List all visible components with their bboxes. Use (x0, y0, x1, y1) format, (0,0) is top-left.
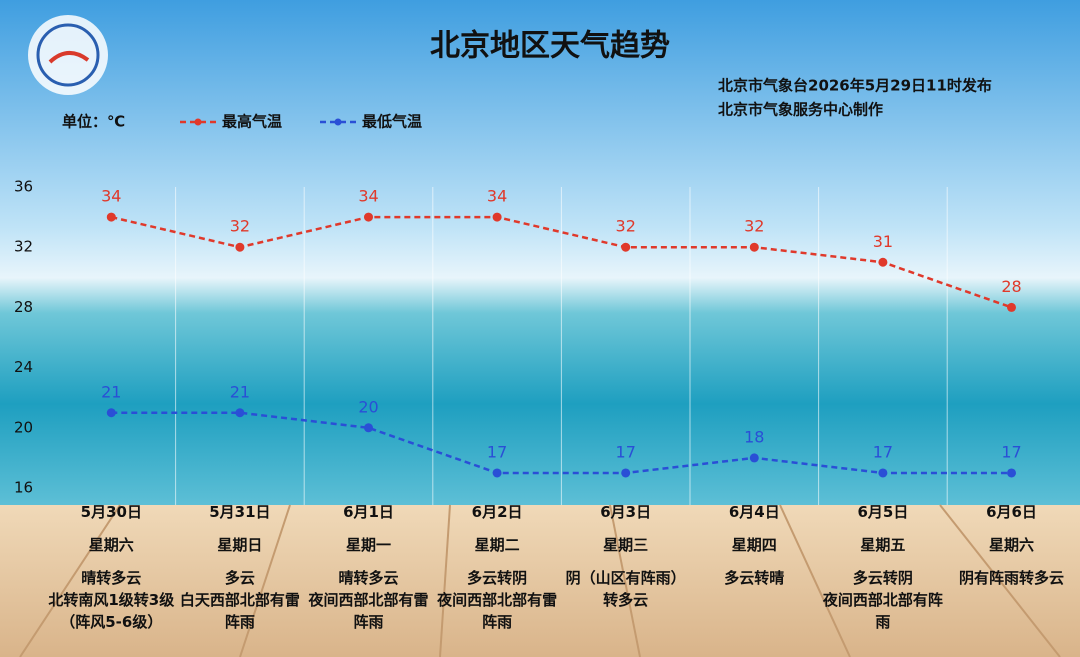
data-label: 20 (358, 397, 378, 416)
data-label: 18 (744, 427, 764, 446)
date-label: 6月6日 (986, 503, 1037, 521)
data-label: 32 (230, 217, 250, 236)
data-label: 21 (230, 382, 250, 401)
y-tick-label: 20 (14, 418, 33, 436)
data-point (878, 468, 888, 478)
background-sky (0, 0, 1080, 505)
data-point (621, 468, 631, 478)
data-point (749, 453, 759, 463)
data-point (878, 257, 888, 267)
series-line (111, 215, 1012, 309)
data-point (364, 423, 373, 433)
weather-text: 多云 (224, 569, 255, 587)
data-point (492, 212, 502, 222)
weather-text: 北转南风1级转3级（阵风5-6级） (48, 591, 175, 631)
data-point (235, 242, 245, 252)
data-point (621, 242, 631, 252)
data-label: 17 (487, 442, 507, 461)
chart-title: 北京地区天气趋势 (430, 29, 670, 64)
deck-planks (19, 504, 1061, 657)
weekday-label: 星期一 (345, 536, 391, 554)
weather-text: 夜间西部北部有阵雨 (822, 591, 943, 631)
data-label: 34 (101, 187, 121, 206)
date-label: 6月4日 (728, 503, 780, 521)
date-label: 6月1日 (343, 503, 394, 521)
weekday-label: 星期六 (988, 536, 1034, 554)
weather-text: 阴有阵雨转多云 (958, 569, 1064, 587)
legend-marker (194, 118, 202, 126)
weekday-label: 星期三 (603, 536, 649, 554)
producer: 北京市气象服务中心制作 (718, 101, 883, 119)
data-label: 21 (101, 382, 121, 401)
date-label: 5月31日 (209, 503, 271, 521)
y-tick-label: 24 (14, 358, 33, 376)
data-label: 28 (1001, 277, 1021, 296)
weekday-label: 星期二 (474, 536, 520, 554)
unit-label: 单位：℃ (62, 113, 125, 131)
weather-text: 多云转晴 (724, 569, 785, 587)
data-point (364, 212, 373, 222)
data-label: 31 (873, 232, 893, 251)
weekday-label: 星期四 (731, 536, 777, 554)
weekday-label: 星期五 (860, 536, 906, 554)
data-label: 32 (616, 217, 636, 236)
data-point (1007, 302, 1016, 312)
series-line (111, 411, 1012, 475)
weather-text: 夜间西部北部有雷阵雨 (437, 591, 558, 631)
logo (28, 15, 108, 95)
weekday-label: 星期日 (217, 536, 263, 554)
y-tick-label: 16 (14, 479, 33, 497)
weekday-label: 星期六 (88, 536, 134, 554)
data-point (1007, 468, 1016, 478)
data-point (235, 408, 245, 418)
data-label: 34 (358, 187, 378, 206)
data-label: 17 (873, 442, 893, 461)
weather-text: 晴转多云 (338, 569, 399, 587)
legend-label: 最高气温 (222, 113, 282, 131)
weather-text: 晴转多云 (81, 569, 142, 587)
weather-text: 夜间西部北部有雷阵雨 (308, 591, 429, 631)
data-label: 17 (1001, 442, 1021, 461)
legend-marker (334, 118, 342, 126)
background-deck (0, 505, 1080, 657)
legend-label: 最低气温 (362, 113, 422, 131)
date-label: 6月2日 (471, 503, 523, 521)
y-tick-label: 32 (14, 238, 33, 256)
data-point (106, 408, 116, 418)
data-point (106, 212, 116, 222)
date-label: 6月5日 (857, 503, 909, 521)
data-label: 32 (744, 217, 764, 236)
data-point (749, 242, 759, 252)
weather-text: 白天西部北部有雷阵雨 (179, 591, 300, 631)
y-tick-label: 28 (14, 298, 33, 316)
date-label: 6月3日 (600, 503, 652, 521)
data-point (492, 468, 502, 478)
issuer: 北京市气象台2026年5月29日11时发布 (718, 77, 992, 95)
y-tick-label: 36 (14, 178, 33, 196)
weather-text: 多云转阴 (467, 569, 528, 587)
weather-text: 阴（山区有阵雨）转多云 (565, 569, 686, 609)
data-label: 17 (616, 442, 636, 461)
date-label: 5月30日 (80, 503, 142, 521)
data-label: 34 (487, 187, 507, 206)
weather-text: 多云转阴 (852, 569, 913, 587)
